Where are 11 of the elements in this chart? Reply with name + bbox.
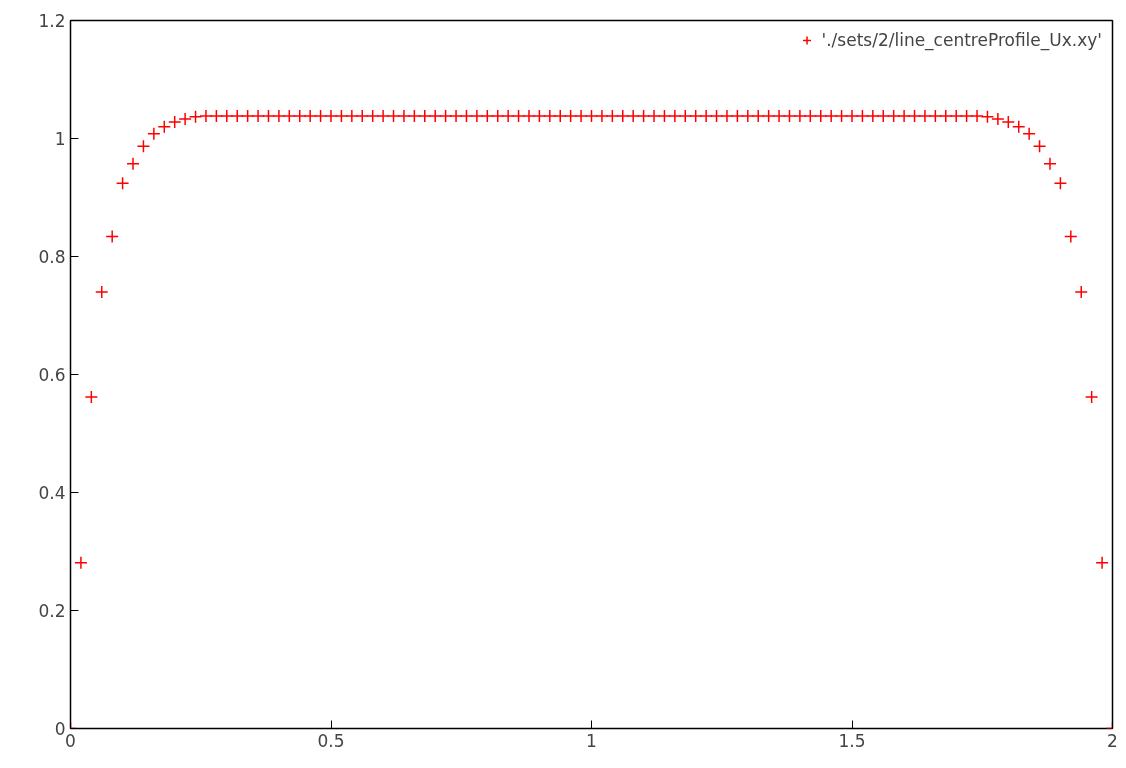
x-tick-label: 1 (586, 730, 597, 751)
x-tick-label: 0.5 (317, 730, 345, 751)
y-tick-label: 0.6 (38, 365, 66, 385)
y-tick-label: 0.4 (38, 483, 66, 503)
y-tick-label: 1.2 (38, 11, 66, 31)
x-tick-label: 2 (1107, 730, 1118, 751)
y-tick-label: 0.8 (38, 247, 66, 267)
y-tick-label: 1 (54, 129, 66, 149)
x-tick-label: 1.5 (838, 730, 866, 751)
y-tick-label: 0.2 (38, 601, 66, 621)
legend-label: './sets/2/line_centreProfile_Ux.xy' (821, 30, 1102, 50)
